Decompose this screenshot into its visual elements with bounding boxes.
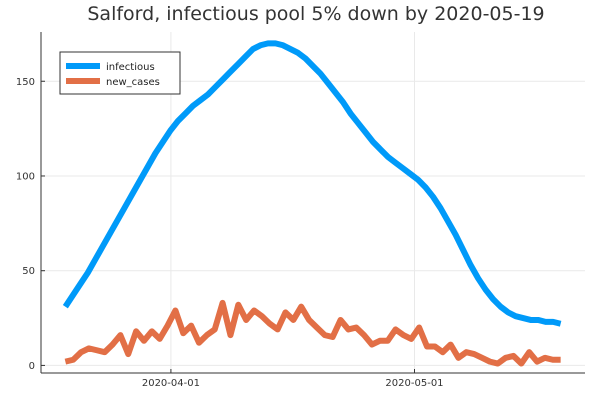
y-tick-label: 50 [22, 266, 35, 277]
legend-box [59, 51, 181, 95]
series-line-infectious [62, 40, 562, 327]
legend-label-new-cases: new_cases [106, 77, 160, 88]
ticks: 0 50 100 150 2020-04-01 2020-05-01 [16, 77, 444, 389]
x-tick-label: 2020-04-01 [142, 378, 200, 389]
legend: infectious new_cases [59, 51, 181, 95]
chart-title: Salford, infectious pool 5% down by 2020… [87, 3, 544, 25]
y-tick-label: 0 [29, 361, 35, 372]
legend-label-infectious: infectious [106, 62, 155, 73]
series [62, 40, 562, 367]
y-tick-label: 100 [16, 171, 35, 182]
series-line-new-cases [64, 299, 561, 367]
x-tick-label: 2020-05-01 [385, 378, 443, 389]
y-tick-label: 150 [16, 77, 35, 88]
